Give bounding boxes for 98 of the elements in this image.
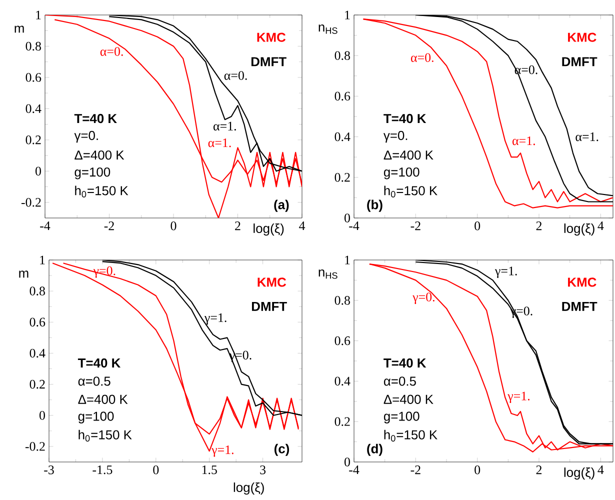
y-tick-label: 1 [36,10,41,20]
annotation: g=100 [384,167,420,180]
x-tick-label: 0 [153,466,159,474]
annotation: KMC [258,278,286,287]
x-tick-label: -4 [40,222,50,230]
x-axis-title: log(ξ) [234,482,264,495]
x-tick-label: -4 [349,466,360,474]
x-tick-label: 2 [536,466,542,474]
series-label: α=0. [224,71,247,80]
x-tick-label: 4 [598,466,604,474]
y-tick-label: 1 [345,256,350,264]
series-label: γ=1. [494,266,517,278]
x-tick-label: 4 [299,222,306,230]
y-tick-label: 0.2 [334,417,350,426]
y-tick-label: 0.8 [334,296,350,305]
x-tick-label: 0 [474,222,480,230]
annotation: h$_{0}$=150 K [384,186,438,198]
annotation: h$_{0}$=150 K [78,430,132,442]
y-tick-label: 0.2 [30,380,45,389]
y-tick-label: 0.6 [26,73,42,82]
y-tick-label: 0.6 [334,336,350,346]
x-tick-label: 0 [170,222,176,230]
y-tick-label: 0.6 [30,318,46,327]
x-tick-label: 0 [474,466,480,474]
y-tick-label: 1 [345,10,350,20]
y-tick-label: -0.2 [21,198,41,207]
annotation: Δ=400 K [384,150,434,160]
series-label: α=1. [512,136,535,146]
x-axis-title: log(ξ) [564,224,594,236]
annotation: α=0.5 [384,376,416,386]
y-tick-label: 0 [36,166,41,176]
y-axis-title: n$_{HS}$ [318,269,338,279]
x-tick-label: 1.5 [202,466,217,474]
annotation: h$_{0}$=150 K [75,186,128,198]
x-tick-label: -2 [104,222,114,230]
y-tick-label: 0 [40,411,45,420]
annotation: T=40 K [78,358,121,368]
annotation: Δ=400 K [78,394,128,404]
annotation: (a) [274,200,289,212]
x-tick-label: 3 [260,466,266,474]
y-tick-label: 0 [344,214,350,222]
annotation: (b) [367,200,382,212]
y-axis-title: m [19,270,28,278]
x-tick-label: 2 [235,222,240,230]
series-label: γ=1. [204,313,226,325]
y-tick-label: 1 [40,256,45,264]
annotation: KMC [568,278,596,287]
annotation: γ=0. [74,130,98,143]
y-tick-label: 0.8 [334,51,350,60]
y-tick-label: 0 [344,458,350,466]
series-label: γ=1. [508,392,530,403]
annotation: α=0.5 [78,376,110,386]
y-tick-label: 0.6 [334,92,350,101]
annotation: KMC [257,32,286,42]
annotation: g=100 [74,167,110,180]
annotation: (d) [367,444,382,456]
y-tick-label: 0.4 [30,348,46,358]
x-tick-label: -1.5 [92,466,112,474]
x-tick-label: -2 [410,466,420,474]
series-label: α=0. [410,53,434,62]
annotation: T=40 K [74,114,117,124]
x-axis-title: log(ξ) [564,468,594,480]
x-axis-title: log(ξ) [254,224,284,236]
series-label: γ=1. [212,445,234,457]
x-tick-label: -3 [44,466,54,474]
annotation: DMFT [562,57,598,66]
series-label: α=1. [576,132,598,142]
series-label: γ=0. [412,292,434,304]
x-tick-label: -2 [410,222,420,230]
y-tick-label: 0.8 [30,286,45,296]
y-axis-title: n$_{HS}$ [318,24,338,34]
x-tick-label: 4 [598,222,604,230]
series-label: α=1. [214,122,236,131]
y-axis-title: m [14,26,24,33]
annotation: DMFT [562,302,598,311]
annotation: DMFT [251,57,286,66]
annotation: Δ=400 K [74,150,124,160]
x-tick-label: -4 [349,222,360,230]
x-tick-label: 2 [536,222,542,230]
annotation: T=40 K [384,358,426,368]
annotation: DMFT [252,302,287,311]
annotation: T=40 K [384,114,426,124]
y-tick-label: 0.4 [334,132,350,142]
annotation: (c) [274,444,290,456]
annotation: h$_{0}$=150 K [384,430,438,442]
annotation: g=100 [78,412,114,424]
y-tick-label: -0.2 [25,442,45,451]
y-tick-label: 0.8 [26,42,41,51]
y-tick-label: 0.4 [334,376,350,386]
y-tick-label: 0.4 [26,104,42,114]
annotation: γ=0. [383,130,408,143]
series-label: α=0. [100,47,123,56]
annotation: KMC [568,32,596,42]
annotation: Δ=400 K [384,394,434,404]
y-tick-label: 0.2 [26,136,41,144]
y-tick-label: 0.2 [334,172,350,182]
series-label: α=1. [208,138,231,148]
annotation: g=100 [384,412,420,424]
